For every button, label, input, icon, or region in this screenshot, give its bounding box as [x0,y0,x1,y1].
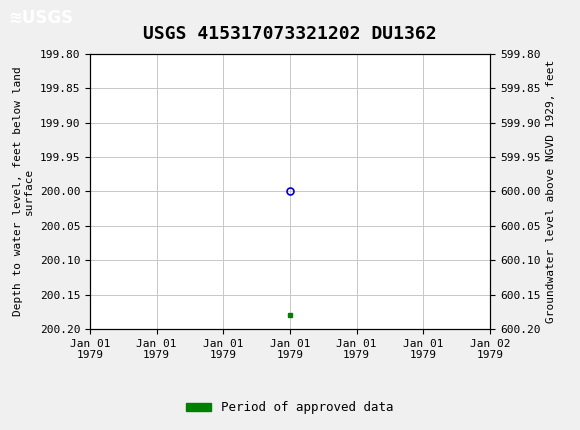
Text: USGS 415317073321202 DU1362: USGS 415317073321202 DU1362 [143,25,437,43]
Text: ≋USGS: ≋USGS [9,9,74,27]
Legend: Period of approved data: Period of approved data [181,396,399,419]
Y-axis label: Groundwater level above NGVD 1929, feet: Groundwater level above NGVD 1929, feet [546,60,556,323]
Y-axis label: Depth to water level, feet below land
surface: Depth to water level, feet below land su… [13,67,34,316]
